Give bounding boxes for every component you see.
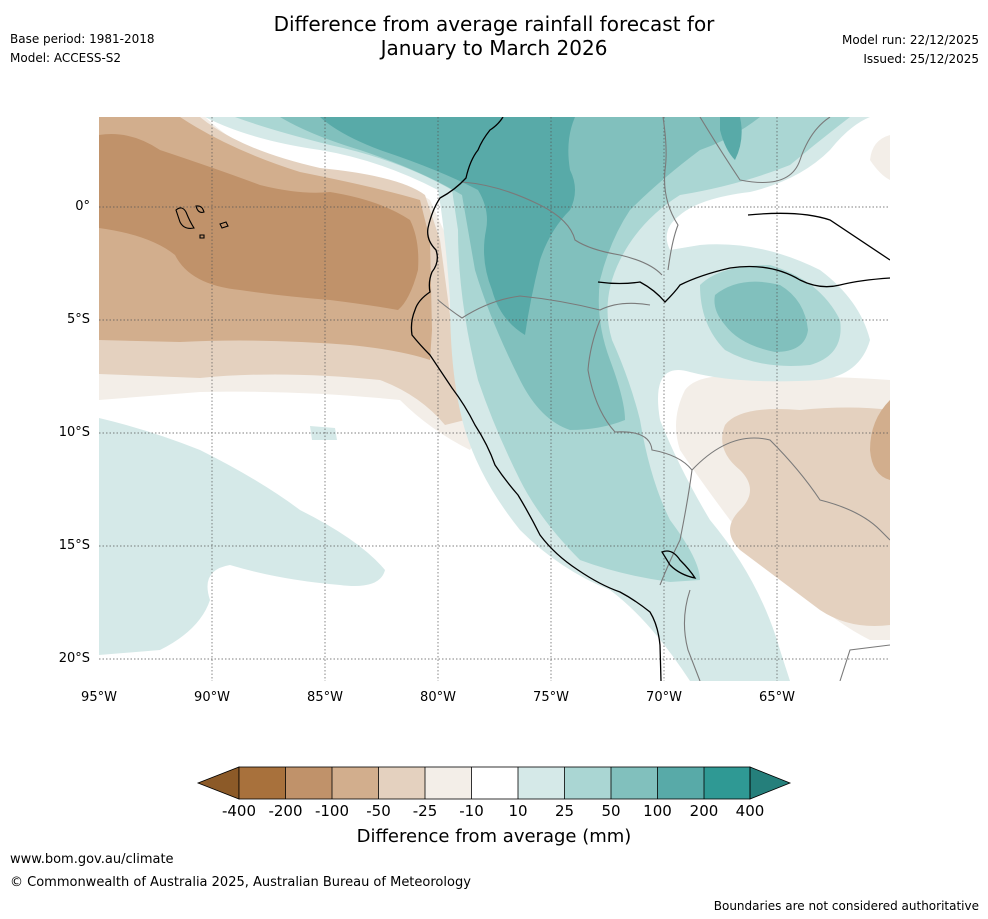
lon-label-80w: 80°W — [420, 690, 456, 705]
lon-label-75w: 75°W — [533, 690, 569, 705]
legend-swatch-lt-m400 — [196, 766, 240, 800]
legend-swatch-m200-m100 — [285, 767, 332, 799]
footer-note: Boundaries are not considered authoritat… — [713, 899, 979, 913]
lon-label-65w: 65°W — [759, 690, 795, 705]
legend-tick: 100 — [643, 802, 672, 820]
map-title-line-1: Difference from average rainfall forecas… — [273, 12, 715, 36]
lat-label-10s: 10°S — [58, 425, 90, 440]
legend-swatch-m10-10 — [471, 767, 518, 799]
lon-label-90w: 90°W — [194, 690, 230, 705]
map-field — [99, 117, 890, 681]
legend-tick: -25 — [412, 802, 438, 820]
legend-swatch-gt-400 — [749, 766, 792, 800]
lon-label-95w: 95°W — [81, 690, 117, 705]
lon-label-85w: 85°W — [307, 690, 343, 705]
lat-label-0: 0° — [75, 199, 90, 214]
legend-swatch-m50-m25 — [378, 767, 425, 799]
issued-text: Issued: 25/12/2025 — [863, 52, 979, 66]
dry-region-northeast — [870, 135, 890, 180]
graticule — [99, 117, 890, 681]
legend-tick: -200 — [268, 802, 303, 820]
dry-region-core — [99, 134, 419, 310]
coastline-northern-rivers — [747, 212, 890, 261]
legend-swatch-25-50 — [564, 767, 611, 799]
legend-swatch-m25-m10 — [425, 767, 472, 799]
legend-tick: -50 — [366, 802, 391, 820]
legend-colorbar — [196, 766, 792, 800]
meta-right: Model run: 22/12/2025 Issued: 25/12/2025 — [842, 33, 979, 71]
coastlines — [410, 117, 890, 681]
wet-region-southwest — [99, 418, 385, 655]
legend-tick: -100 — [314, 802, 350, 820]
legend-tick: -400 — [221, 802, 257, 820]
footer-copyright: © Commonwealth of Australia 2025, Austra… — [10, 875, 471, 890]
base-period-text: Base period: 1981-2018 — [10, 32, 155, 46]
map-title-line-2: January to March 2026 — [380, 36, 608, 60]
legend-tick: 400 — [735, 802, 765, 820]
lake-titicaca — [661, 550, 697, 579]
wet-region-core — [320, 117, 575, 335]
coastline-amazon-mouth — [597, 265, 890, 303]
coastline-west-south-america — [410, 117, 662, 681]
legend-swatch-50-100 — [611, 767, 658, 799]
legend-swatch-100-200 — [657, 767, 704, 799]
galapagos-islands — [175, 205, 229, 239]
legend-swatch-200-400 — [704, 767, 750, 799]
model-text: Model: ACCESS-S2 — [10, 51, 122, 65]
legend-title: Difference from average (mm) — [356, 826, 632, 847]
dry-region-southeast — [722, 407, 890, 626]
legend-swatch-m400-m200 — [239, 767, 286, 799]
wet-region-peak — [720, 117, 742, 160]
legend-tick: 50 — [601, 802, 621, 820]
legend-tick: 200 — [689, 802, 719, 820]
dry-region-southeast-core — [870, 400, 890, 480]
legend-tick: 10 — [508, 802, 528, 820]
model-run-text: Model run: 22/12/2025 — [841, 33, 979, 47]
legend-swatch-10-25 — [518, 767, 565, 799]
legend-tick: -10 — [459, 802, 484, 820]
country-borders — [437, 117, 890, 681]
map-title: Difference from average rainfall forecas… — [0, 12, 988, 60]
legend-tick: 25 — [554, 802, 575, 820]
wet-blob-inner — [714, 281, 808, 352]
footer-url: www.bom.gov.au/climate — [10, 852, 174, 867]
meta-left: Base period: 1981-2018 Model: ACCESS-S2 — [10, 32, 155, 70]
lat-label-5s: 5°S — [66, 312, 90, 327]
lat-label-20s: 20°S — [58, 651, 90, 666]
legend-swatch-m100-m50 — [332, 767, 379, 799]
lat-label-15s: 15°S — [58, 538, 90, 553]
lon-label-70w: 70°W — [646, 690, 682, 705]
